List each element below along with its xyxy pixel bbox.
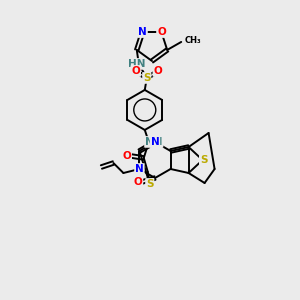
Text: HN: HN	[128, 59, 146, 69]
Text: S: S	[146, 179, 154, 189]
Text: S: S	[143, 73, 151, 83]
Text: S: S	[200, 155, 207, 165]
Text: O: O	[134, 177, 142, 187]
Text: CH₃: CH₃	[184, 36, 201, 45]
Text: O: O	[131, 66, 140, 76]
Text: N: N	[138, 27, 147, 37]
Text: N: N	[135, 164, 144, 174]
Text: N: N	[151, 137, 159, 147]
Text: O: O	[157, 27, 166, 37]
Text: NH: NH	[145, 137, 163, 147]
Text: O: O	[122, 151, 131, 161]
Text: O: O	[153, 66, 162, 76]
